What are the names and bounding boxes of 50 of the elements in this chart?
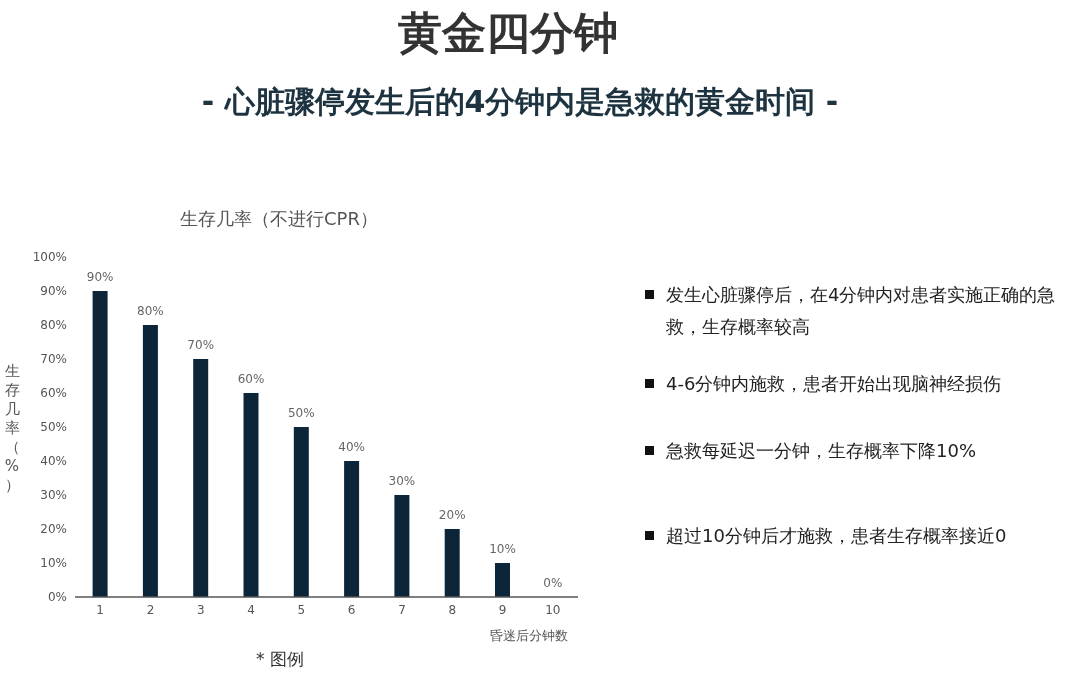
x-tick-label: 4 [247, 602, 255, 617]
data-label: 0% [543, 575, 563, 590]
text: 急救每延迟一分钟，生存概率下降10% [666, 439, 977, 463]
text: 生存几率（不进行CPR） [180, 207, 378, 231]
x-tick-label: 3 [196, 602, 205, 617]
y-tick-label: 0% [47, 590, 67, 605]
y-tick-label: 40% [40, 454, 67, 469]
data-label: 40% [338, 440, 365, 454]
data-label: 60% [237, 372, 265, 386]
bar [193, 359, 209, 597]
x-tick-label: 7 [398, 602, 406, 617]
x-tick-label: 10 [545, 602, 561, 617]
y-tick-label: 100% [32, 250, 67, 265]
x-tick-label: 5 [297, 602, 306, 617]
data-label: 90% [86, 270, 114, 284]
x-tick-label: 2 [146, 602, 155, 617]
x-tick-label: 1 [96, 602, 104, 617]
bar [293, 427, 309, 597]
bar [495, 563, 511, 597]
x-tick-label: 9 [498, 602, 507, 617]
y-tick-label: 20% [40, 522, 67, 537]
text: 4-6分钟内施救，患者开始出现脑神经损伤 [666, 372, 1002, 396]
bar [444, 529, 460, 597]
y-tick-label: 10% [40, 556, 67, 571]
bar [344, 461, 360, 597]
bar [142, 325, 158, 597]
bar [394, 495, 410, 597]
data-label: 80% [137, 304, 164, 318]
text: * 图例 [256, 648, 304, 671]
chart-title: 黄金四分钟 [397, 6, 619, 60]
chart-subtitle: - 心脏骤停发生后的4分钟内是急救的黄金时间 - [200, 83, 840, 121]
x-tick-label: 6 [347, 602, 356, 617]
data-label: 50% [287, 406, 315, 420]
y-tick-label: 90% [40, 284, 67, 299]
x-tick-label: 8 [448, 602, 457, 617]
y-axis-title: 生存几率（%） [3, 362, 21, 495]
y-tick-label: 30% [40, 488, 67, 503]
data-label: 30% [388, 474, 416, 488]
y-tick-label: 70% [40, 352, 67, 367]
data-label: 20% [438, 508, 466, 522]
bar [243, 393, 259, 597]
data-label: 10% [489, 542, 516, 556]
data-label: 70% [187, 338, 215, 352]
y-tick-label: 50% [40, 420, 67, 435]
bar [92, 291, 108, 597]
text: 超过10分钟后才施救，患者生存概率接近0 [666, 524, 1007, 548]
x-axis-title: 昏迷后分钟数 [490, 627, 568, 645]
text: 发生心脏骤停后，在4分钟内对患者实施正确的急救，生存概率较高 [666, 283, 1057, 339]
y-tick-label: 60% [40, 386, 67, 401]
y-tick-label: 80% [40, 318, 67, 333]
